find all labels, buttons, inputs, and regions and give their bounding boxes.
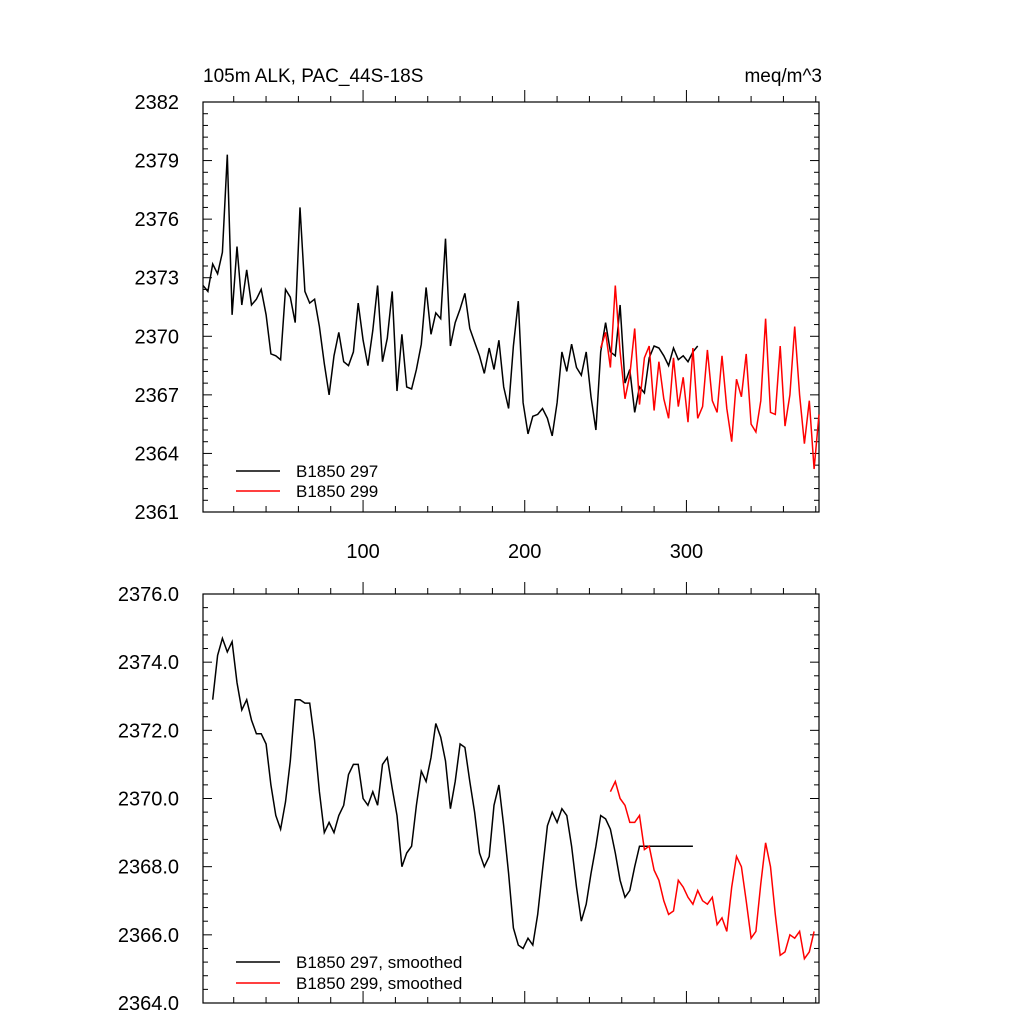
- series-line-b1850-297: [202, 154, 699, 437]
- y-tick-label: 2372.0: [118, 720, 179, 742]
- x-tick-label: 200: [508, 541, 541, 563]
- y-tick-label: 2376.0: [118, 584, 179, 606]
- bottom-legend: B1850 297, smoothed B1850 299, smoothed: [236, 953, 462, 993]
- legend-label-b1850-299-smoothed: B1850 299, smoothed: [296, 974, 462, 993]
- series-line-b1850-297-smoothed: [211, 635, 693, 950]
- y-tick-label: 2364.0: [118, 993, 179, 1015]
- x-tick-label: 300: [670, 541, 703, 563]
- bottom-ticks: [203, 582, 819, 1004]
- top-panel: 105m ALK, PAC_44S-18S meq/m^3 2361236423…: [135, 66, 823, 563]
- series-line-b1850-299-smoothed: [609, 779, 815, 961]
- top-y-tick-labels: 2361 2364 2367 2370 2373 2376 2379 2382: [135, 92, 180, 524]
- y-tick-label: 2364: [135, 443, 180, 465]
- bottom-plot-frame: [202, 593, 820, 1004]
- y-tick-label: 2382: [135, 92, 180, 114]
- y-tick-label: 2366.0: [118, 925, 179, 947]
- series-line-b1850-299: [599, 285, 820, 470]
- y-tick-label: 2379: [135, 151, 180, 173]
- bottom-y-tick-labels: 2364.0 2366.0 2368.0 2370.0 2372.0 2374.0 2376…: [118, 584, 179, 1015]
- y-tick-label: 2370: [135, 326, 180, 348]
- y-tick-label: 2361: [135, 502, 180, 524]
- top-chart-title: 105m ALK, PAC_44S-18S: [203, 66, 423, 87]
- x-tick-label: 100: [346, 541, 379, 563]
- top-legend: B1850 297 B1850 299: [236, 462, 378, 501]
- y-tick-label: 2374.0: [118, 652, 179, 674]
- legend-label-b1850-299: B1850 299: [296, 482, 378, 501]
- y-tick-label: 2376: [135, 209, 180, 231]
- legend-label-b1850-297: B1850 297: [296, 462, 378, 481]
- y-tick-label: 2367: [135, 385, 180, 407]
- top-series-lines: [202, 154, 820, 470]
- y-tick-label: 2370.0: [118, 789, 179, 811]
- bottom-panel: 2364.0 2366.0 2368.0 2370.0 2372.0 2374.0 2376…: [118, 582, 820, 1015]
- y-tick-label: 2368.0: [118, 857, 179, 879]
- top-plot-frame: [202, 101, 820, 513]
- bottom-series-lines: [211, 635, 815, 961]
- legend-label-b1850-297-smoothed: B1850 297, smoothed: [296, 953, 462, 972]
- y-tick-label: 2373: [135, 268, 180, 290]
- top-chart-units: meq/m^3: [744, 66, 822, 87]
- top-x-tick-labels: 100 200 300: [346, 541, 703, 563]
